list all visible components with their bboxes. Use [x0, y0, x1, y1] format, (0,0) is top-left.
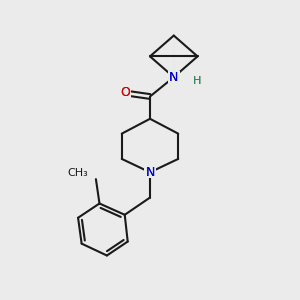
Text: O: O	[120, 86, 130, 99]
Text: N: N	[145, 166, 155, 179]
Text: N: N	[145, 166, 155, 179]
FancyBboxPatch shape	[168, 71, 180, 83]
Text: H: H	[193, 76, 202, 86]
Text: N: N	[169, 71, 178, 84]
Text: H: H	[193, 76, 202, 86]
FancyBboxPatch shape	[119, 87, 131, 99]
Text: N: N	[169, 71, 178, 84]
Text: O: O	[120, 86, 130, 99]
Text: CH₃: CH₃	[68, 168, 88, 178]
FancyBboxPatch shape	[144, 166, 156, 178]
